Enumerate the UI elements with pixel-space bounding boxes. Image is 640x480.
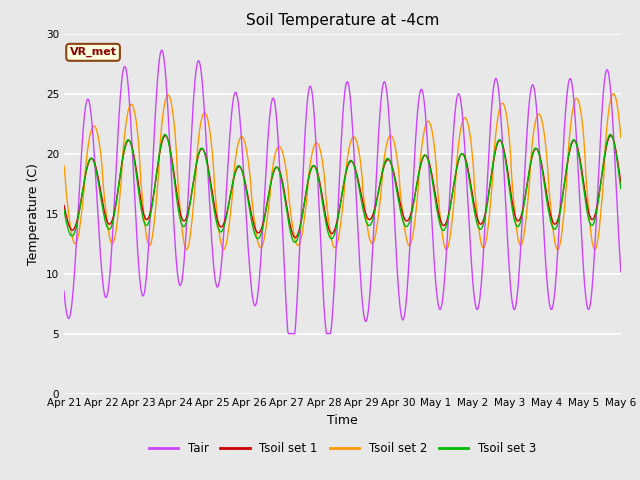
- Y-axis label: Temperature (C): Temperature (C): [28, 163, 40, 264]
- Text: VR_met: VR_met: [70, 47, 116, 58]
- X-axis label: Time: Time: [327, 414, 358, 427]
- Legend: Tair, Tsoil set 1, Tsoil set 2, Tsoil set 3: Tair, Tsoil set 1, Tsoil set 2, Tsoil se…: [144, 437, 541, 460]
- Title: Soil Temperature at -4cm: Soil Temperature at -4cm: [246, 13, 439, 28]
